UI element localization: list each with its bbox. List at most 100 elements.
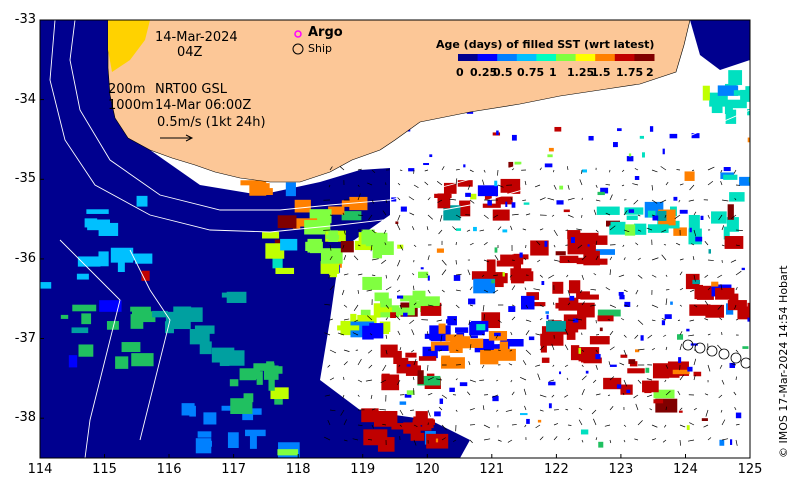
sst-patch	[106, 321, 119, 330]
sst-patch	[653, 399, 664, 404]
sst-patch	[203, 412, 217, 425]
current-vector	[395, 315, 401, 321]
sst-speck	[494, 332, 501, 337]
current-vector	[455, 168, 460, 171]
sst-patch	[647, 210, 656, 218]
current-vector	[367, 439, 373, 441]
current-vector	[721, 438, 729, 441]
current-vector	[565, 408, 569, 411]
current-vector	[679, 258, 684, 261]
sst-speck	[514, 161, 522, 165]
sst-speck	[652, 215, 659, 221]
current-vector	[593, 209, 597, 216]
argo-legend-icon	[294, 30, 302, 38]
current-vector	[438, 349, 443, 352]
sst-speck	[618, 291, 624, 296]
current-vector	[367, 182, 373, 186]
sst-patch	[258, 183, 270, 195]
sst-speck	[396, 295, 404, 299]
sst-speck	[642, 152, 645, 158]
current-vector	[679, 407, 683, 411]
sst-speck	[520, 413, 528, 416]
current-vector	[439, 214, 443, 222]
current-vector	[426, 273, 429, 276]
sst-patch	[294, 199, 311, 213]
current-vector	[720, 181, 723, 186]
current-vector	[455, 241, 457, 246]
current-vector	[595, 184, 598, 188]
current-vector	[323, 436, 331, 441]
sst-patch	[563, 326, 579, 333]
sst-patch	[40, 282, 52, 289]
current-vector	[608, 361, 611, 366]
current-vector	[607, 394, 611, 396]
sst-patch	[576, 291, 590, 300]
sst-speck	[617, 128, 622, 132]
current-vector	[329, 377, 335, 381]
sst-speck	[691, 133, 700, 139]
ocean-fresh-region	[40, 20, 470, 458]
current-vector	[665, 390, 671, 396]
current-vector	[623, 257, 626, 261]
current-vector	[523, 388, 527, 396]
current-vector	[385, 317, 388, 321]
sst-patch	[499, 341, 509, 352]
sst-patch	[653, 389, 675, 399]
current-vector	[483, 242, 488, 246]
sst-patch	[609, 225, 626, 235]
current-vector	[343, 229, 346, 235]
sst-speck	[548, 147, 554, 152]
sst-patch	[747, 109, 750, 116]
current-vector	[385, 349, 388, 355]
current-vector	[539, 197, 546, 201]
current-vector	[609, 376, 615, 381]
sst-speck	[687, 366, 693, 372]
current-vector	[637, 379, 642, 384]
current-vector	[649, 408, 653, 411]
sst-speck	[664, 314, 672, 319]
sst-speck	[544, 240, 548, 247]
sst-patch	[589, 336, 610, 345]
current-vector	[427, 331, 429, 336]
current-vector	[467, 269, 471, 276]
sst-patch	[445, 334, 464, 342]
sst-speck	[729, 439, 733, 445]
current-vector	[646, 394, 653, 398]
sst-speck	[487, 200, 492, 206]
sst-patch	[620, 384, 633, 395]
current-vector	[735, 229, 743, 231]
y-tick-label: -37	[14, 330, 36, 346]
current-vector	[353, 255, 359, 261]
current-vector	[385, 304, 390, 309]
current-vector	[581, 301, 585, 306]
sst-patch	[740, 89, 750, 102]
current-vector	[437, 199, 443, 203]
current-vector	[340, 409, 345, 416]
sst-speck	[423, 163, 430, 166]
current-vector	[482, 405, 485, 411]
sst-speck	[742, 346, 749, 349]
current-vector	[413, 184, 419, 188]
sst-patch	[77, 256, 101, 267]
current-vector	[455, 378, 458, 381]
y-tick-label: -34	[14, 91, 36, 107]
current-vector	[329, 166, 333, 171]
sst-patch	[633, 223, 647, 235]
sst-patch	[230, 398, 253, 414]
current-vector	[539, 304, 544, 308]
current-vector	[605, 184, 611, 186]
current-vector	[379, 408, 387, 411]
current-vector	[609, 269, 611, 276]
depth-1000-label: 1000m	[108, 98, 154, 113]
current-vector	[704, 318, 709, 321]
sst-patch	[305, 241, 323, 251]
current-vector	[549, 379, 555, 382]
current-vector	[620, 318, 625, 321]
ocean-fresh-east	[690, 20, 750, 70]
sst-patch	[596, 206, 620, 215]
sst-speck	[634, 349, 640, 353]
current-vector	[689, 319, 695, 322]
current-vector	[397, 214, 401, 221]
current-vector	[511, 285, 516, 291]
current-vector	[343, 304, 348, 308]
